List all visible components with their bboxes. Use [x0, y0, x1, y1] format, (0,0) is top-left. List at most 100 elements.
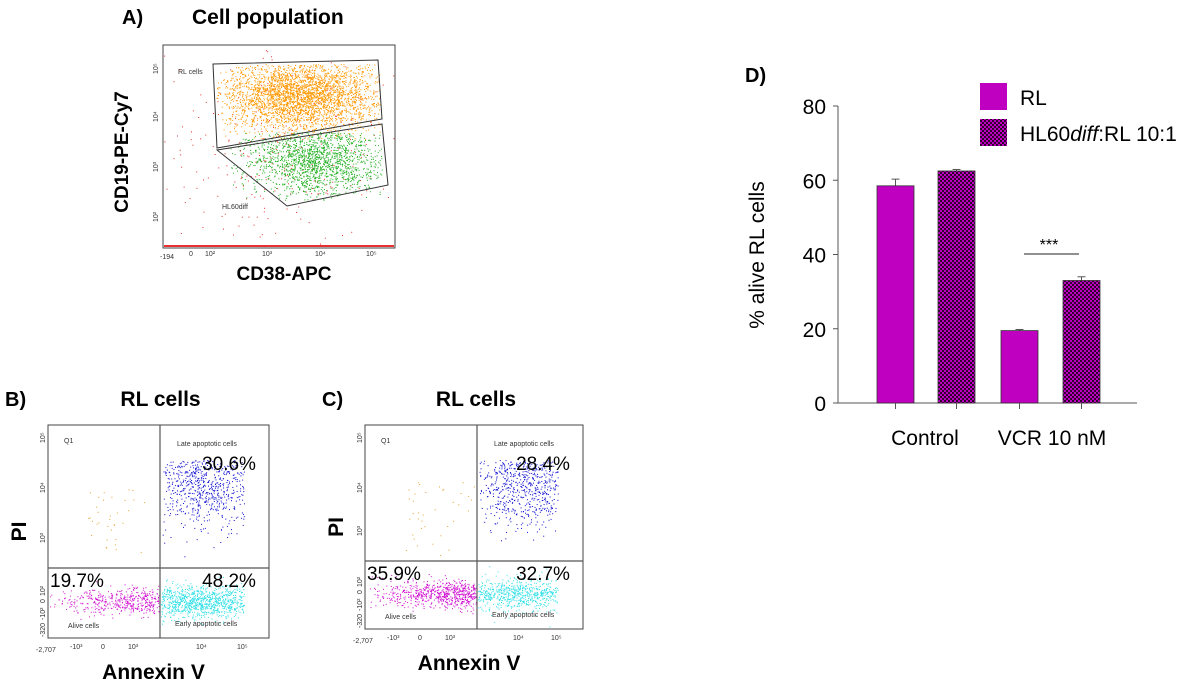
hl60-cell-dot [334, 156, 335, 158]
hl60-cell-dot [312, 136, 314, 138]
ungated-dot [365, 143, 367, 145]
rl-cell-dot [322, 86, 324, 88]
rl-cell-dot [232, 94, 234, 96]
hl60-cell-dot [316, 172, 318, 174]
rl-cell-dot [290, 86, 291, 88]
rl-cell-dot [295, 101, 297, 102]
rl-cell-dot [281, 79, 283, 81]
hl60-cell-dot [269, 161, 271, 163]
rl-cell-dot [339, 82, 341, 84]
hl60-cell-dot [268, 178, 270, 180]
rl-cell-dot [235, 110, 237, 112]
rl-cell-dot [328, 82, 330, 84]
rl-cell-dot [272, 98, 274, 100]
rl-cell-dot [317, 88, 318, 90]
rl-cell-dot [310, 81, 312, 83]
rl-cell-dot [299, 124, 301, 126]
rl-cell-dot [276, 135, 278, 137]
hl60-cell-dot [297, 170, 298, 172]
hl60-cell-dot [307, 171, 309, 173]
rl-cell-dot [258, 98, 260, 99]
hl60-cell-dot [352, 183, 354, 185]
hl60-cell-dot [347, 181, 349, 183]
hl60-cell-dot [352, 136, 354, 138]
hl60-cell-dot [299, 173, 300, 175]
rl-cell-dot [284, 85, 286, 87]
hl60-cell-dot [281, 164, 283, 166]
rl-cell-dot [306, 127, 308, 129]
rl-cell-dot [359, 111, 361, 113]
hl60-cell-dot [292, 177, 294, 179]
ungated-dot [316, 181, 318, 183]
hl60-cell-dot [300, 169, 302, 171]
rl-cell-dot [283, 127, 285, 129]
hl60-cell-dot [329, 181, 331, 183]
rl-cell-dot [314, 112, 316, 114]
hl60-cell-dot [319, 177, 321, 179]
rl-cell-dot [312, 95, 314, 97]
rl-cell-dot [365, 119, 367, 121]
hl60-cell-dot [380, 164, 382, 166]
rl-cell-dot [297, 115, 299, 117]
rl-cell-dot [300, 88, 302, 90]
rl-cell-dot [339, 71, 341, 73]
hl60-cell-dot [272, 156, 274, 158]
rl-cell-dot [343, 83, 345, 85]
hl60-cell-dot [353, 157, 355, 159]
rl-cell-dot [306, 68, 308, 70]
hl60-cell-dot [331, 164, 333, 166]
hl60-cell-dot [306, 150, 308, 152]
rl-cell-dot [234, 80, 236, 82]
rl-cell-dot [278, 76, 280, 78]
hl60-cell-dot [301, 173, 303, 175]
hl60-cell-dot [328, 148, 330, 150]
ungated-dot [190, 139, 192, 141]
rl-cell-dot [270, 74, 272, 76]
rl-cell-dot [317, 100, 319, 102]
rl-cell-dot [276, 114, 278, 116]
hl60-cell-dot [368, 139, 370, 141]
rl-cell-dot [369, 70, 371, 72]
rl-cell-dot [328, 102, 330, 104]
hl60-cell-dot [341, 163, 343, 165]
rl-cell-dot [248, 74, 250, 76]
rl-cell-dot [310, 77, 312, 79]
rl-cell-dot [297, 126, 299, 128]
hl60-cell-dot [300, 162, 302, 164]
hl60-cell-dot [300, 164, 302, 166]
hl60-cell-dot [346, 178, 348, 180]
rl-cell-dot [276, 77, 278, 78]
rl-cell-dot [246, 95, 248, 97]
hl60-cell-dot [313, 189, 315, 191]
rl-cell-dot [296, 99, 298, 101]
rl-cell-dot [304, 127, 306, 129]
rl-cell-dot [379, 98, 380, 100]
rl-cell-dot [313, 91, 315, 93]
rl-cell-dot [269, 124, 271, 126]
ungated-dot [213, 113, 214, 114]
hl60-cell-dot [325, 162, 327, 164]
hl60-cell-dot [299, 156, 301, 158]
rl-cell-dot [259, 116, 261, 118]
hl60-cell-dot [344, 179, 346, 181]
rl-cell-dot [283, 85, 284, 87]
hl60-cell-dot [351, 187, 353, 188]
ungated-dot [271, 163, 273, 165]
rl-cell-dot [338, 100, 340, 102]
hl60-cell-dot [351, 161, 353, 162]
rl-cell-dot [340, 98, 342, 100]
rl-cell-dot [288, 100, 290, 102]
rl-cell-dot [272, 115, 274, 117]
rl-cell-dot [364, 107, 366, 109]
rl-cell-dot [294, 115, 296, 117]
rl-cell-dot [268, 93, 270, 95]
hl60-cell-dot [314, 166, 316, 168]
rl-cell-dot [356, 82, 358, 84]
rl-cell-dot [311, 123, 313, 125]
rl-cell-dot [233, 105, 235, 107]
hl60-cell-dot [363, 137, 365, 139]
hl60-cell-dot [305, 165, 307, 167]
rl-cell-dot [337, 89, 339, 91]
rl-cell-dot [232, 119, 234, 121]
hl60-cell-dot [366, 177, 368, 179]
